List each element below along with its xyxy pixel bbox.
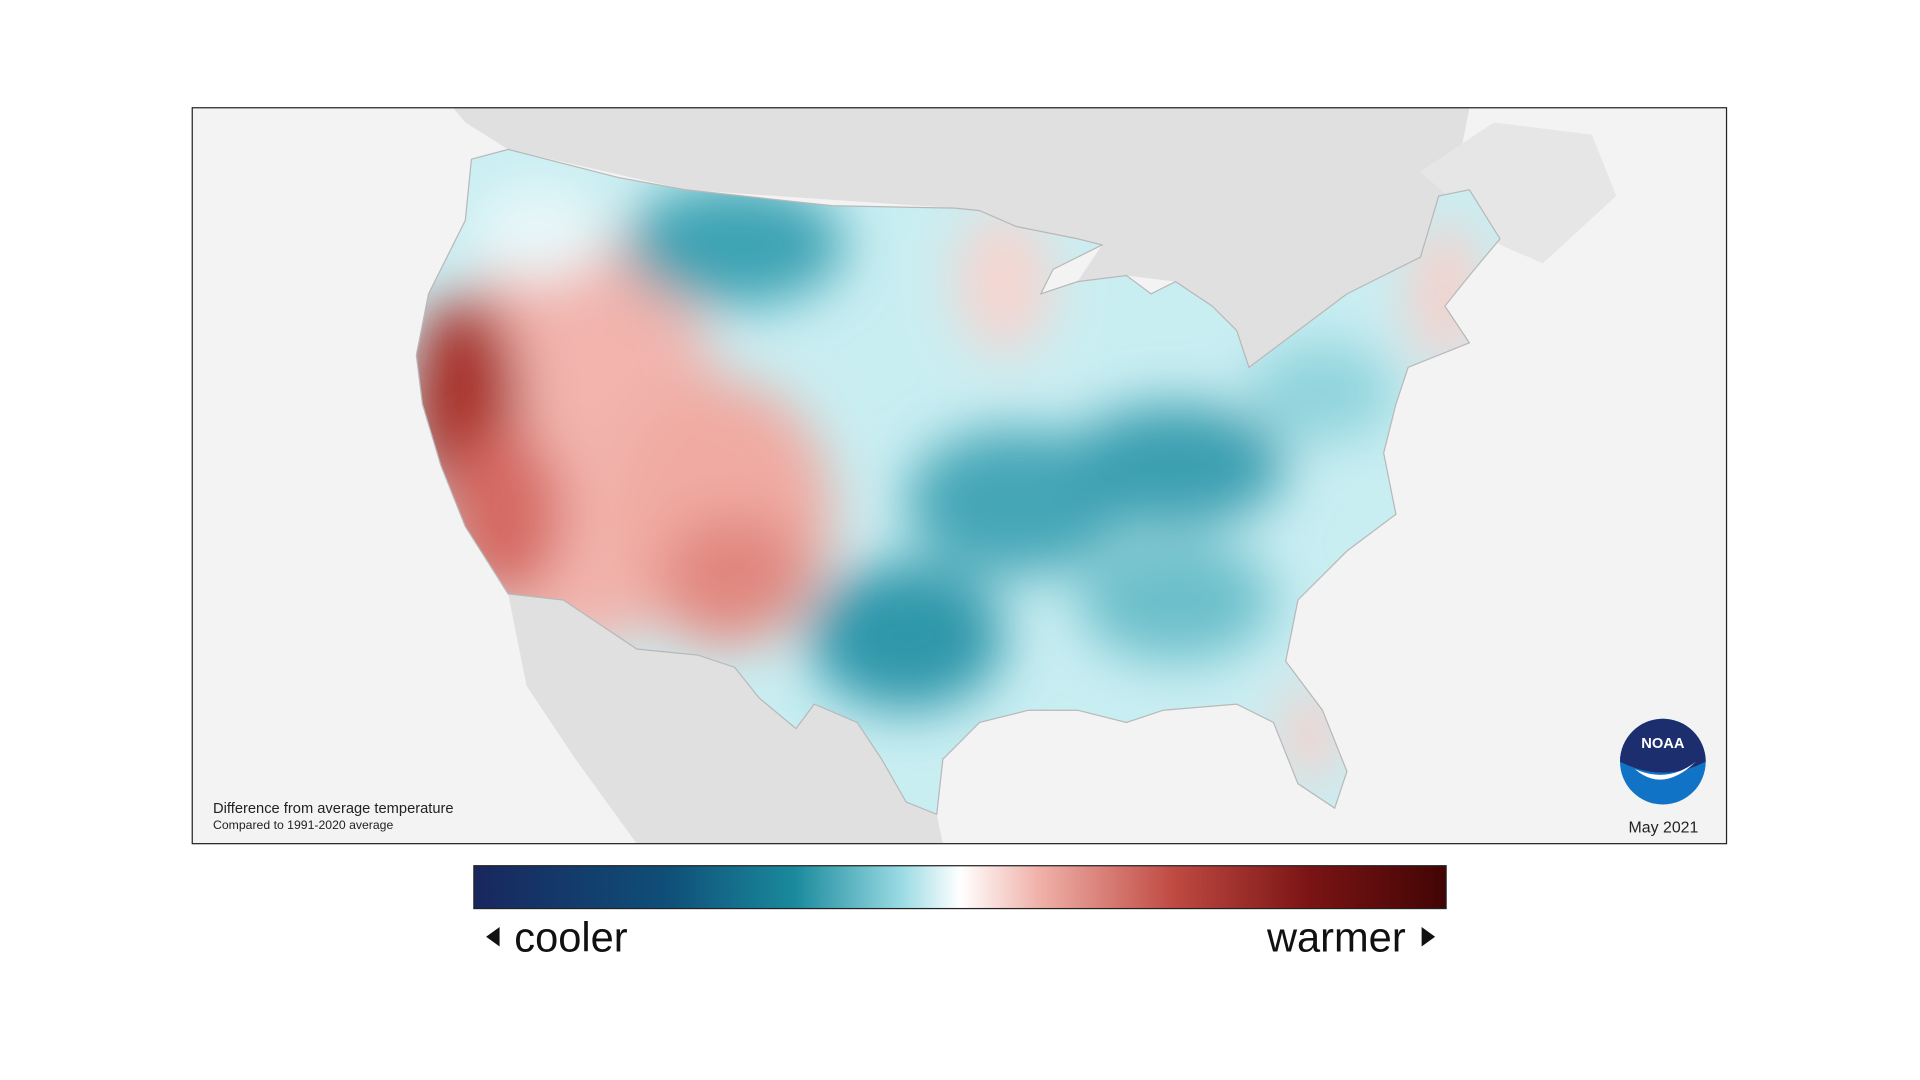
logo-text: NOAA bbox=[1641, 736, 1685, 752]
warmer-arrow bbox=[1421, 926, 1436, 947]
canada-east bbox=[1420, 122, 1617, 264]
map-date: May 2021 bbox=[1629, 820, 1699, 837]
map-subcaption: Compared to 1991-2020 average bbox=[213, 818, 393, 832]
legend-low-label: cooler bbox=[514, 913, 628, 960]
legend-high-label: warmer bbox=[1266, 913, 1406, 960]
noaa-logo: NOAA bbox=[1620, 718, 1706, 805]
map-caption: Difference from average temperature bbox=[213, 801, 454, 817]
color-scale bbox=[473, 865, 1447, 910]
map-area: NOAA Difference from average temperature… bbox=[192, 107, 1727, 844]
mexico bbox=[508, 593, 943, 844]
map-frame bbox=[191, 107, 1728, 845]
canada bbox=[453, 107, 1470, 368]
cooler-arrow bbox=[486, 926, 500, 947]
